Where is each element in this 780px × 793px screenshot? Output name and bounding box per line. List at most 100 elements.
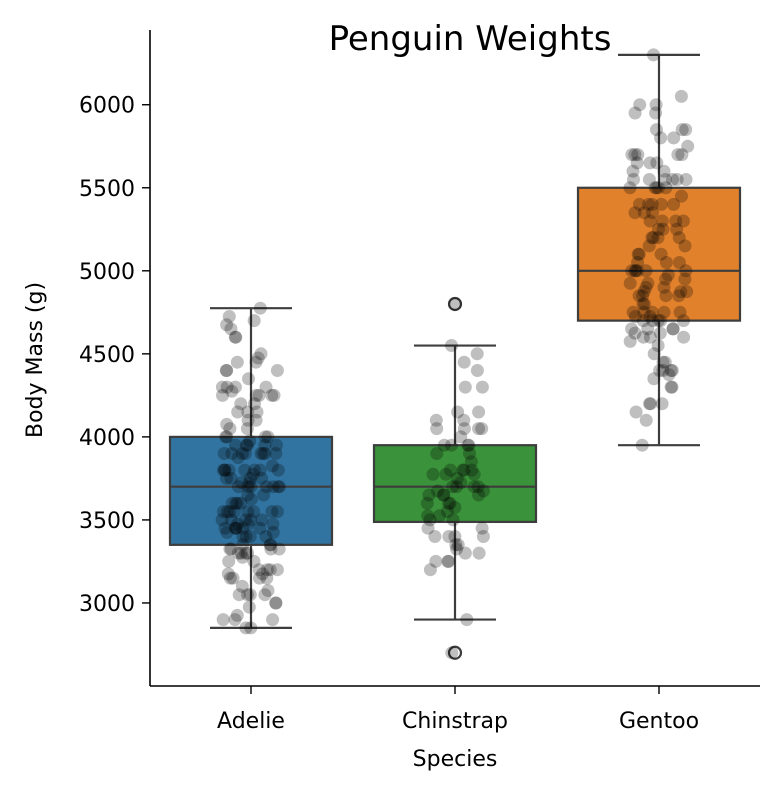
strip-point bbox=[458, 546, 472, 560]
strip-point bbox=[650, 123, 663, 137]
strip-point bbox=[241, 488, 255, 502]
strip-point bbox=[472, 488, 486, 502]
strip-point bbox=[235, 579, 249, 593]
strip-point bbox=[235, 447, 249, 460]
strip-point bbox=[223, 505, 237, 519]
strip-point bbox=[437, 488, 451, 502]
strip-point bbox=[265, 505, 279, 519]
strip-point bbox=[441, 554, 455, 568]
strip-point bbox=[244, 492, 258, 506]
strip-point bbox=[270, 563, 284, 577]
strip-point bbox=[655, 214, 669, 228]
strip-point bbox=[664, 380, 678, 394]
strip-point bbox=[241, 588, 254, 602]
strip-point bbox=[638, 297, 651, 311]
strip-point bbox=[229, 521, 243, 535]
iqr-box bbox=[372, 444, 538, 524]
strip-point bbox=[460, 613, 474, 627]
strip-point bbox=[223, 571, 237, 585]
strip-point bbox=[241, 517, 255, 531]
strip-point bbox=[247, 314, 261, 328]
strip-point bbox=[674, 89, 688, 103]
strip-point bbox=[636, 330, 650, 344]
strip-point bbox=[249, 355, 263, 369]
strip-point bbox=[645, 197, 659, 211]
strip-point bbox=[242, 372, 255, 386]
strip-point bbox=[681, 139, 695, 153]
strip-point bbox=[259, 530, 273, 543]
strip-point bbox=[627, 173, 640, 186]
strip-point bbox=[234, 546, 248, 560]
strip-point bbox=[462, 438, 476, 452]
strip-point bbox=[218, 463, 232, 477]
strip-point bbox=[225, 447, 239, 460]
strip-point bbox=[260, 571, 274, 585]
strip-point bbox=[229, 330, 243, 344]
strip-point bbox=[628, 310, 642, 323]
strip-point bbox=[476, 530, 490, 543]
strip-point bbox=[225, 496, 239, 510]
strip-point bbox=[652, 181, 665, 195]
strip-point bbox=[628, 206, 642, 220]
strip-point bbox=[248, 463, 261, 477]
x-tick-label: Adelie bbox=[217, 709, 285, 734]
y-tick-label: 4000 bbox=[79, 426, 135, 451]
strip-point bbox=[265, 459, 279, 473]
strip-point bbox=[422, 488, 436, 502]
strip-point bbox=[655, 397, 669, 411]
strip-point bbox=[265, 388, 279, 402]
strip-point bbox=[472, 405, 486, 419]
strip-point bbox=[232, 588, 246, 602]
strip-point bbox=[470, 364, 484, 377]
y-tick-label: 4500 bbox=[79, 343, 135, 368]
strip-point bbox=[659, 289, 673, 303]
strip-point bbox=[420, 496, 434, 510]
strip-point bbox=[442, 496, 456, 510]
outlier-point bbox=[447, 645, 463, 660]
strip-point bbox=[625, 148, 639, 162]
strip-point bbox=[241, 546, 255, 560]
strip-point bbox=[448, 530, 462, 543]
strip-point bbox=[667, 197, 681, 211]
strip-point bbox=[647, 48, 660, 62]
strip-point bbox=[643, 310, 657, 323]
strip-point bbox=[654, 247, 668, 261]
strip-point bbox=[678, 272, 692, 286]
strip-point bbox=[421, 521, 435, 535]
strip-point bbox=[236, 530, 250, 543]
strip-point bbox=[266, 525, 280, 539]
strip-point bbox=[467, 467, 481, 481]
strip-point bbox=[679, 173, 693, 186]
points-gentoo bbox=[623, 48, 695, 452]
strip-point bbox=[636, 297, 650, 311]
strip-point bbox=[273, 480, 286, 494]
strip-point bbox=[263, 538, 277, 552]
strip-point bbox=[442, 554, 456, 568]
strip-point bbox=[238, 463, 252, 477]
strip-point bbox=[253, 463, 267, 477]
strip-point bbox=[464, 455, 478, 469]
strip-point bbox=[646, 206, 660, 220]
strip-point bbox=[651, 339, 665, 352]
strip-point bbox=[448, 501, 462, 514]
strip-point bbox=[653, 326, 667, 340]
strip-point bbox=[651, 231, 665, 245]
strip-point bbox=[228, 330, 242, 344]
strip-point bbox=[423, 563, 437, 577]
strip-point bbox=[637, 285, 651, 299]
strip-point bbox=[652, 222, 665, 236]
strip-point bbox=[429, 413, 443, 427]
strip-point bbox=[431, 484, 445, 498]
strip-point bbox=[445, 646, 459, 660]
strip-point bbox=[269, 447, 283, 460]
strip-point bbox=[242, 476, 256, 490]
y-tick-label: 3000 bbox=[79, 592, 135, 617]
strip-point bbox=[457, 422, 471, 436]
strip-point bbox=[664, 364, 678, 377]
strip-point bbox=[658, 355, 672, 369]
strip-point bbox=[671, 148, 685, 162]
strip-point bbox=[232, 480, 245, 494]
strip-point bbox=[253, 571, 266, 585]
strip-point bbox=[675, 148, 689, 162]
strip-point bbox=[665, 364, 679, 377]
